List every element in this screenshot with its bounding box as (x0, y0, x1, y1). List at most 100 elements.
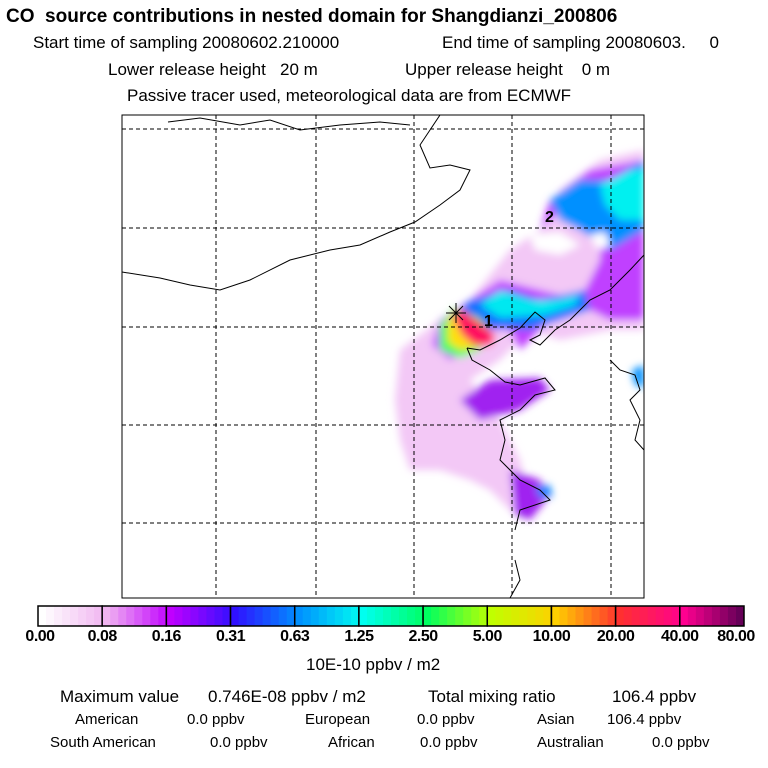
max-value: 0.746E-08 ppbv / m2 (208, 687, 366, 706)
colorbar-swatch (455, 606, 464, 626)
colorbar-swatch (447, 606, 456, 626)
marker-2: 2 (545, 209, 554, 226)
total-value: 106.4 ppbv (612, 687, 697, 706)
plume-cyan (480, 290, 580, 318)
colorbar-swatch (559, 606, 568, 626)
colorbar-swatch (575, 606, 585, 626)
colorbar-swatch (190, 606, 199, 626)
colorbar-swatch (254, 606, 264, 626)
colorbar-tick-label: 1.25 (344, 628, 374, 645)
colorbar-unit: 10E-10 ppbv / m2 (306, 655, 441, 674)
colorbar-swatch (86, 606, 95, 626)
colorbar-swatch (511, 606, 520, 626)
colorbar-swatch (126, 606, 135, 626)
blob-east (632, 365, 644, 388)
colorbar-tick-label: 0.00 (25, 628, 55, 645)
region-value: 0.0 ppbv (187, 711, 245, 728)
region-name: South American (50, 734, 156, 751)
colorbar-swatch (198, 606, 207, 626)
colorbar-swatch (358, 606, 368, 626)
colorbar-swatch (238, 606, 248, 626)
colorbar-swatch (671, 606, 681, 626)
colorbar-swatch (735, 606, 745, 626)
colorbar-swatch (374, 606, 384, 626)
colorbar-swatch (382, 606, 392, 626)
colorbar-swatch (431, 606, 440, 626)
region-value: 0.0 ppbv (210, 734, 268, 751)
max-label: Maximum value (60, 687, 180, 706)
colorbar-swatch (463, 606, 472, 626)
chart-title: CO source contributions in nested domain… (6, 6, 618, 27)
colorbar-tick-label: 40.00 (661, 628, 699, 645)
colorbar (37, 605, 745, 627)
colorbar-swatch (399, 606, 408, 626)
colorbar-swatch (415, 606, 424, 626)
colorbar-tick-label: 2.50 (408, 628, 439, 645)
colorbar-swatch (471, 606, 480, 626)
colorbar-swatch (318, 606, 328, 626)
colorbar-swatch (639, 606, 649, 626)
colorbar-swatch (623, 606, 633, 626)
colorbar-swatch (631, 606, 641, 626)
end-time: End time of sampling 20080603. 0 (442, 33, 719, 52)
blob-tail-blue (535, 485, 552, 498)
colorbar-swatch (711, 606, 721, 626)
colorbar-swatch (599, 606, 609, 626)
colorbar-swatch (206, 606, 215, 626)
total-label: Total mixing ratio (428, 687, 556, 706)
colorbar-swatch (54, 606, 63, 626)
colorbar-swatch (38, 606, 47, 626)
concentration-field (395, 150, 644, 520)
colorbar-swatch (503, 606, 512, 626)
region-name: American (75, 711, 139, 728)
colorbar-tick-label: 10.00 (532, 628, 571, 645)
colorbar-swatch (615, 606, 625, 626)
colorbar-swatch (439, 606, 448, 626)
plume-purple-south (460, 378, 550, 420)
colorbar-swatch (174, 606, 183, 626)
colorbar-swatch (527, 606, 536, 626)
colorbar-swatch (366, 606, 376, 626)
colorbar-swatch (294, 606, 304, 626)
colorbar-swatch (62, 606, 71, 626)
colorbar-tick-label: 80.00 (717, 628, 755, 645)
region-value: 0.0 ppbv (420, 734, 478, 751)
marker-1: 1 (484, 313, 493, 330)
colorbar-swatch (687, 606, 697, 626)
colorbar-swatch (719, 606, 729, 626)
colorbar-swatch (342, 606, 352, 626)
colorbar-swatch (607, 606, 617, 626)
colorbar-swatch (94, 606, 103, 626)
grid-lines (122, 115, 644, 598)
colorbar-swatch (591, 606, 601, 626)
colorbar-swatch (182, 606, 191, 626)
hotspot-red (452, 310, 495, 346)
colorbar-swatch (679, 606, 689, 626)
plume-purple-tail (510, 470, 550, 520)
colorbar-swatch (535, 606, 544, 626)
colorbar-tick-label: 0.31 (215, 628, 246, 645)
start-time: Start time of sampling 20080602.210000 (33, 33, 340, 52)
colorbar-swatch (46, 606, 55, 626)
colorbar-swatch (495, 606, 504, 626)
colorbar-swatch (326, 606, 336, 626)
colorbar-swatch (222, 606, 232, 626)
colorbar-swatch (727, 606, 737, 626)
colorbar-tick-label: 0.16 (151, 628, 182, 645)
colorbar-swatch (134, 606, 143, 626)
tracer-note: Passive tracer used, meteorological data… (127, 86, 572, 105)
colorbar-swatch (543, 606, 552, 626)
colorbar-tick-label: 5.00 (472, 628, 503, 645)
colorbar-tick-label: 0.63 (280, 628, 310, 645)
colorbar-swatch (158, 606, 167, 626)
colorbar-swatch (583, 606, 593, 626)
region-name: Australian (537, 734, 604, 751)
upper-release-height: Upper release height 0 m (405, 60, 611, 79)
colorbar-swatch (102, 606, 111, 626)
colorbar-swatch (230, 606, 240, 626)
colorbar-swatch (703, 606, 713, 626)
coastlines (122, 115, 644, 598)
colorbar-swatch (647, 606, 657, 626)
colorbar-swatch (695, 606, 705, 626)
region-value: 106.4 ppbv (607, 711, 682, 728)
